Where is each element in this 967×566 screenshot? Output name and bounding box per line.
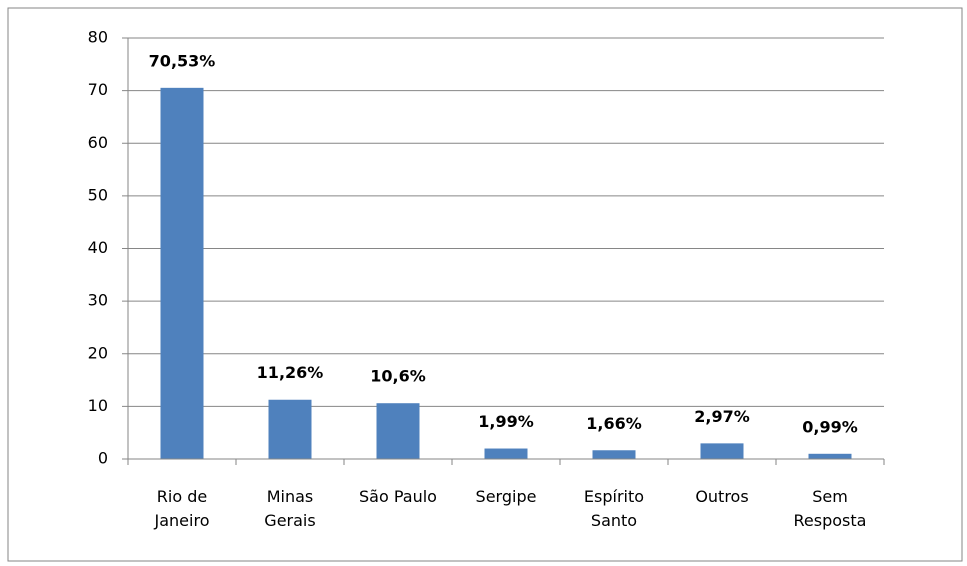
y-tick-label: 20: [88, 343, 108, 362]
value-label: 1,66%: [586, 414, 642, 433]
y-tick-label: 10: [88, 396, 108, 415]
x-tick-label: Rio de Janeiro: [154, 487, 210, 530]
bar: [592, 450, 636, 459]
y-tick-label: 60: [88, 133, 108, 152]
bar: [484, 448, 528, 459]
value-label: 10,6%: [370, 367, 426, 386]
bar: [160, 87, 204, 459]
x-tick-label: Sergipe: [475, 487, 537, 506]
value-label: 1,99%: [478, 412, 534, 431]
x-tick-label: Minas Gerais: [264, 487, 316, 530]
value-label: 70,53%: [149, 51, 216, 70]
x-tick-label: Espírito Santo: [583, 487, 645, 530]
y-tick-label: 80: [88, 28, 108, 47]
x-tick-label: São Paulo: [359, 487, 437, 506]
y-tick-label: 30: [88, 291, 108, 310]
y-tick-label: 40: [88, 238, 108, 257]
x-tick-label: Sem Resposta: [793, 487, 867, 530]
value-label: 11,26%: [257, 363, 324, 382]
bar: [376, 403, 420, 459]
bar: [268, 399, 312, 459]
bar: [700, 443, 744, 459]
x-tick-label: Outros: [695, 487, 749, 506]
value-label: 2,97%: [694, 407, 750, 426]
y-tick-label: 70: [88, 80, 108, 99]
value-label: 0,99%: [802, 417, 858, 436]
y-tick-label: 0: [98, 449, 108, 468]
y-tick-label: 50: [88, 185, 108, 204]
bar: [808, 453, 852, 459]
